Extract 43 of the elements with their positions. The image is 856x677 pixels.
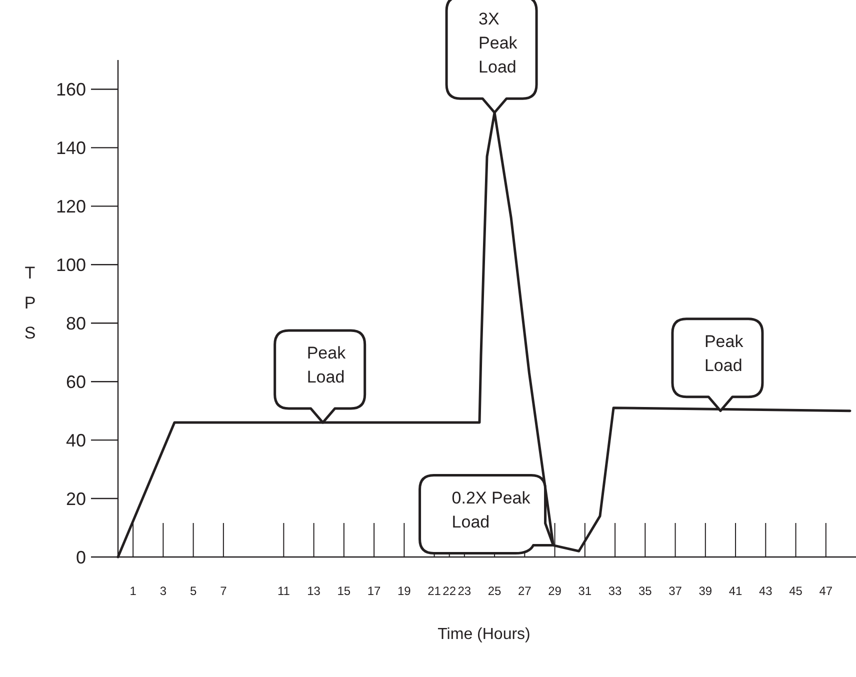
y-axis-title: TPS (24, 264, 36, 342)
x-tick-label: 15 (337, 584, 351, 598)
y-tick-label: 100 (56, 254, 86, 275)
x-axis-title: Time (Hours) (438, 626, 530, 643)
y-tick-label: 160 (56, 80, 86, 100)
x-tick-label: 43 (758, 584, 773, 598)
annotation: Peak Load (704, 332, 744, 375)
y-tick-label: 80 (66, 313, 86, 334)
x-tick-label: 41 (728, 584, 743, 598)
annotation: Peak Load (306, 344, 346, 387)
x-tick-label: 7 (220, 584, 228, 598)
x-tick-label: 39 (698, 584, 712, 598)
x-tick-label: 5 (190, 584, 197, 598)
x-tick-label: 11 (277, 584, 290, 598)
x-tick-label: 13 (307, 584, 321, 598)
x-tick-label: 45 (789, 584, 803, 598)
y-tick-label: 60 (66, 372, 86, 392)
x-tick-label: 27 (518, 584, 532, 598)
y-tick-label: 140 (56, 138, 86, 158)
y-tick-label: 40 (66, 430, 86, 450)
x-tick-label: 37 (668, 584, 682, 598)
x-tick-label: 17 (367, 584, 382, 598)
x-tick-label: 21 (428, 584, 442, 598)
x-tick-label: 31 (578, 584, 592, 598)
y-tick-label: 20 (66, 488, 86, 509)
speech-bubble: Peak Load (274, 329, 366, 424)
x-tick-label: 35 (638, 584, 652, 598)
annotation: 0.2X Peak Load (452, 488, 531, 532)
speech-bubble: 3X Peak Load (445, 0, 538, 114)
x-tick-label: 1 (130, 584, 137, 598)
y-tick-label: 0 (76, 547, 86, 568)
x-tick-label: 3 (160, 584, 167, 598)
x-tick-label: 33 (608, 584, 622, 598)
speech-bubble: Peak Load (671, 318, 764, 412)
x-tick-label: 23 (458, 584, 472, 598)
x-tick-label: 19 (397, 584, 412, 598)
x-tick-label: 22 (442, 584, 456, 598)
speech-bubble: 0.2X Peak Load (418, 474, 555, 555)
y-tick-label: 120 (56, 196, 86, 216)
x-tick-label: 25 (488, 584, 502, 598)
annotation: 3X Peak Load (478, 10, 518, 77)
x-tick-label: 47 (819, 584, 833, 598)
x-tick-label: 29 (548, 584, 562, 598)
